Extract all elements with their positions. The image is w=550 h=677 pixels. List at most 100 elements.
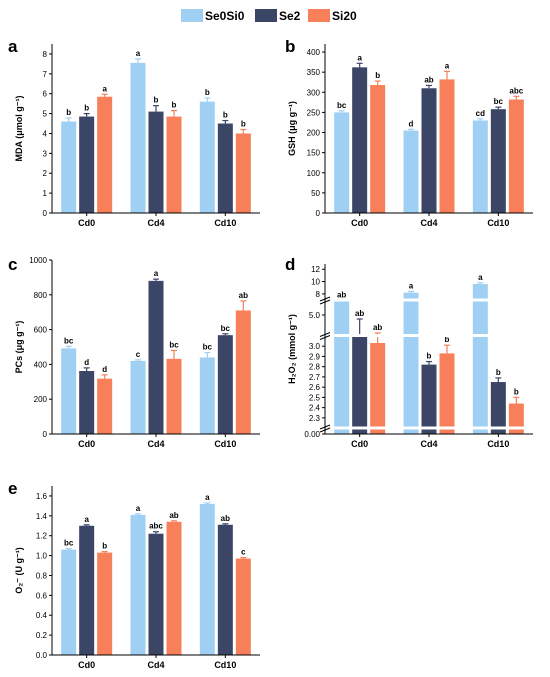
ytick-label-a: 8 [43, 50, 48, 59]
sig-label-b-si20-cd0: b [375, 71, 380, 80]
bar-d-se0si0-cd0 [334, 301, 350, 434]
sig-label-c-se2-cd10: bc [221, 324, 231, 333]
bar-b-si20-cd4 [439, 79, 455, 214]
sig-label-a-se2-cd4: b [154, 96, 159, 105]
category-label-e-cd4: Cd4 [147, 660, 164, 670]
sig-label-b-se2-cd10: bc [494, 97, 504, 106]
break-gap-low-mark2 [319, 427, 331, 433]
bar-b-se0si0-cd4 [403, 130, 419, 213]
sig-label-b-se0si0-cd10: cd [476, 109, 485, 118]
category-label-d-cd10: Cd10 [487, 439, 509, 449]
ytick-label-a: 2 [43, 169, 48, 178]
ytick-label-e: 1.0 [36, 552, 48, 561]
ytick-label-b: 300 [307, 88, 321, 97]
bar-b-si20-cd0 [370, 85, 386, 213]
bar-b-se2-cd10 [490, 109, 506, 213]
sig-label-b-se2-cd4: ab [424, 75, 433, 84]
ytick-label-d: 2.3 [309, 414, 321, 423]
ytick-label-b: 200 [307, 129, 321, 138]
bar-c-se0si0-cd4 [130, 360, 146, 434]
ytick-label-c: 200 [34, 395, 48, 404]
bar-a-se0si0-cd10 [199, 101, 215, 213]
sig-label-c-si20-cd10: ab [239, 291, 248, 300]
bar-b-se0si0-cd10 [472, 120, 488, 213]
category-label-d-cd0: Cd0 [351, 439, 368, 449]
legend-swatch-se2 [255, 9, 277, 22]
sig-label-b-se0si0-cd4: d [409, 119, 414, 128]
bar-a-se0si0-cd0 [61, 121, 77, 213]
ytick-label-c: 0 [43, 430, 48, 439]
category-label-a-cd4: Cd4 [147, 218, 164, 228]
sig-label-a-se0si0-cd0: b [66, 108, 71, 117]
legend-label-si20: Si20 [332, 9, 357, 23]
ytick-label-e: 1.2 [36, 532, 48, 541]
sig-label-a-se2-cd10: b [223, 111, 228, 120]
break-gap-low [326, 426, 534, 430]
ytick-label-a: 4 [43, 129, 48, 138]
ytick-label-c: 1000 [29, 256, 47, 265]
ytick-label-d: 5.0 [309, 311, 321, 320]
category-label-b-cd10: Cd10 [487, 218, 509, 228]
ytick-label-d: 2.8 [309, 363, 321, 372]
break-gap-high [326, 298, 534, 302]
y-axis-title-c: PCs (μg g⁻¹) [14, 321, 24, 374]
category-label-b-cd4: Cd4 [420, 218, 437, 228]
ytick-label-c: 600 [34, 326, 48, 335]
ytick-label-a: 3 [43, 149, 48, 158]
sig-label-d-se2-cd4: b [427, 352, 432, 361]
legend: Se0Si0 Se2 Si20 [181, 9, 357, 23]
bar-a-si20-cd10 [235, 133, 251, 213]
sig-label-c-si20-cd4: bc [169, 340, 179, 349]
sig-label-e-se0si0-cd4: a [136, 504, 141, 513]
ytick-label-d: 8 [316, 290, 321, 299]
panel-e: ebcaaaabcabbabc0.00.20.40.60.81.01.21.41… [8, 479, 260, 670]
bar-e-se0si0-cd4 [130, 514, 146, 655]
bar-e-se2-cd4 [148, 533, 164, 655]
ytick-label-e: 1.6 [36, 492, 48, 501]
sig-label-e-si20-cd10: c [241, 548, 246, 557]
bar-c-se2-cd10 [217, 335, 233, 434]
y-axis-title-e: O₂⁻ (U g⁻¹) [14, 547, 24, 594]
sig-label-e-se0si0-cd0: bc [64, 539, 74, 548]
ytick-label-b: 400 [307, 48, 321, 57]
bar-a-se2-cd4 [148, 111, 164, 213]
ytick-label-e: 1.4 [36, 512, 48, 521]
sig-label-a-se0si0-cd4: a [136, 49, 141, 58]
bar-a-si20-cd0 [97, 96, 113, 213]
ytick-label-c: 400 [34, 360, 48, 369]
ytick-label-d: 2.7 [309, 373, 321, 382]
bar-e-se0si0-cd0 [61, 549, 77, 655]
ytick-label-a: 7 [43, 70, 48, 79]
sig-label-c-se0si0-cd10: bc [203, 343, 213, 352]
break-gap-low-mark [319, 424, 331, 430]
sig-label-d-se0si0-cd10: a [478, 273, 483, 282]
bar-c-se0si0-cd0 [61, 348, 77, 434]
sig-label-c-se0si0-cd4: c [136, 350, 141, 359]
break-gap-mid-mark [319, 332, 331, 337]
sig-label-b-se0si0-cd0: bc [337, 101, 347, 110]
sig-label-a-si20-cd0: a [102, 84, 107, 93]
panel-d: d ab a a ab b b ab b b 0.00 2.32.4 2.52.62.72.8 2.93.… [285, 255, 534, 449]
panel-c: c bc c bc d a bc d bc ab 0 200 400 600 800 1000 Cd0 Cd4 Cd… [8, 255, 260, 449]
ytick-label-d: 10 [311, 278, 320, 287]
panel-letter-b: b [285, 37, 295, 56]
ytick-label-a: 0 [43, 209, 48, 218]
bar-b-se0si0-cd0 [334, 112, 350, 213]
bar-c-se2-cd4 [148, 280, 164, 434]
ytick-label-b: 150 [307, 149, 321, 158]
category-label-c-cd0: Cd0 [78, 439, 95, 449]
ytick-label-a: 1 [43, 189, 48, 198]
bar-d-se2-cd0 [352, 335, 368, 434]
category-label-e-cd10: Cd10 [214, 660, 236, 670]
bar-c-se2-cd0 [79, 371, 95, 434]
bar-d-si20-cd0 [370, 343, 386, 434]
ytick-label-b: 250 [307, 108, 321, 117]
bar-d-si20-cd10 [508, 403, 524, 434]
sig-label-c-si20-cd0: d [102, 365, 107, 374]
ytick-label-e: 0.6 [36, 591, 48, 600]
sig-label-d-si20-cd0: ab [373, 323, 382, 332]
ytick-label-a: 5 [43, 110, 48, 119]
sig-label-d-se0si0-cd0: ab [337, 290, 346, 299]
